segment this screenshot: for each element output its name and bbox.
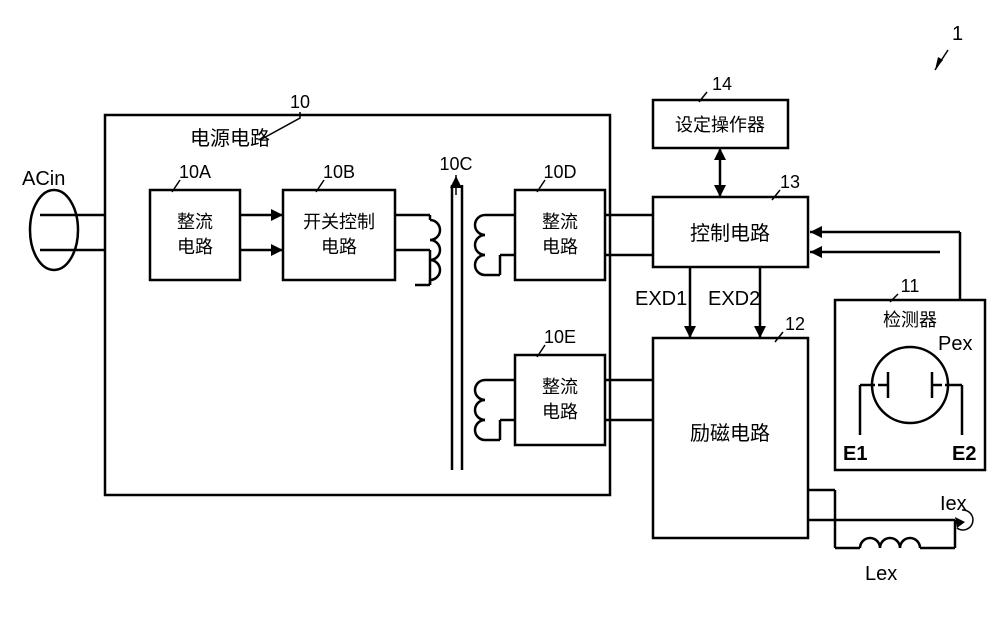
exd2-label: EXD2 bbox=[708, 288, 760, 310]
svg-text:开关控制: 开关控制 bbox=[303, 212, 375, 232]
svg-text:设定操作器: 设定操作器 bbox=[675, 115, 765, 135]
block-diagram: 1 ACin 电源电路 10 整流 电路 10A 开关控制 电路 10B 10C bbox=[0, 0, 1000, 636]
ref-10b: 10B bbox=[323, 162, 355, 182]
power-circuit-ref: 10 bbox=[290, 92, 310, 112]
e2-label: E2 bbox=[952, 443, 976, 465]
ref-12: 12 bbox=[785, 314, 805, 334]
acin-label: ACin bbox=[22, 168, 65, 190]
rectifier-10d bbox=[515, 190, 605, 280]
pex-label: Pex bbox=[938, 333, 972, 355]
svg-text:励磁电路: 励磁电路 bbox=[690, 422, 770, 445]
power-circuit-label: 电源电路 bbox=[190, 127, 270, 150]
svg-text:检测器: 检测器 bbox=[883, 310, 937, 330]
exd1-label: EXD1 bbox=[635, 288, 687, 310]
rectifier-10e bbox=[515, 355, 605, 445]
svg-text:电路: 电路 bbox=[321, 237, 357, 257]
acin-loop bbox=[30, 190, 78, 270]
lex-label: Lex bbox=[865, 563, 897, 585]
ref-10c: 10C bbox=[439, 154, 472, 174]
ref-11: 11 bbox=[901, 276, 920, 296]
ref-13: 13 bbox=[780, 172, 800, 192]
ref-14: 14 bbox=[712, 74, 732, 94]
figure-ref: 1 bbox=[952, 23, 963, 45]
svg-text:整流: 整流 bbox=[177, 212, 213, 232]
svg-text:电路: 电路 bbox=[542, 402, 578, 422]
iex-label: Iex bbox=[940, 493, 967, 515]
svg-text:整流: 整流 bbox=[542, 377, 578, 397]
e1-label: E1 bbox=[843, 443, 867, 465]
svg-text:电路: 电路 bbox=[177, 237, 213, 257]
svg-text:整流: 整流 bbox=[542, 212, 578, 232]
switch-control-10b bbox=[283, 190, 395, 280]
ref-10e: 10E bbox=[544, 327, 576, 347]
svg-text:电路: 电路 bbox=[542, 237, 578, 257]
ref-10a: 10A bbox=[179, 162, 211, 182]
ref-10d: 10D bbox=[543, 162, 576, 182]
rectifier-10a bbox=[150, 190, 240, 280]
svg-text:控制电路: 控制电路 bbox=[690, 222, 770, 245]
